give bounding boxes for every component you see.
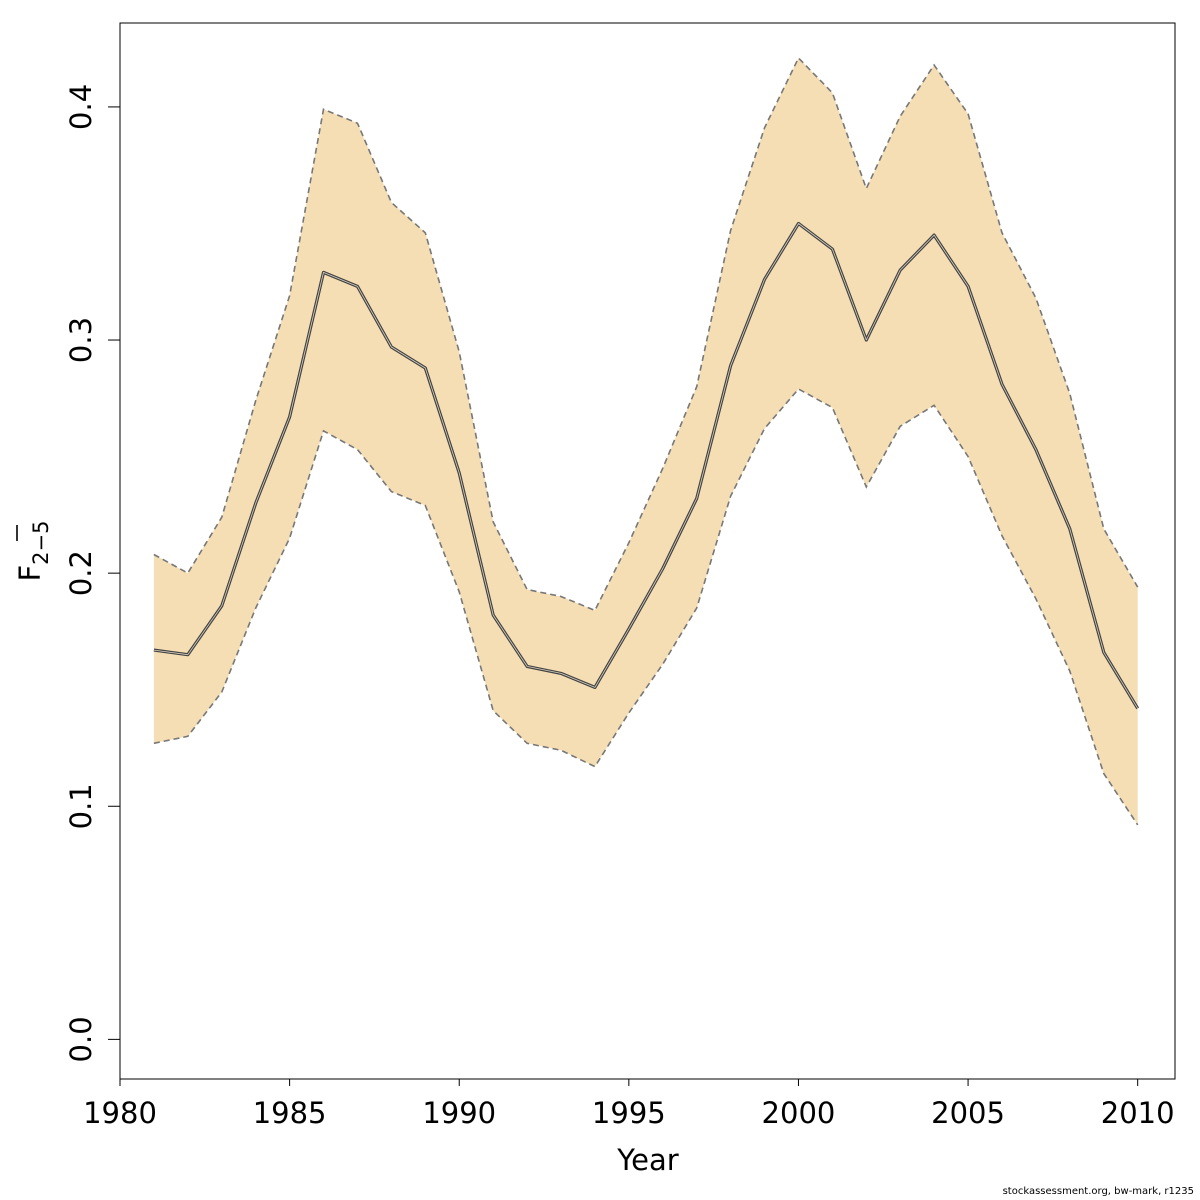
x-tick-label: 1985: [253, 1096, 327, 1130]
y-axis-title: F2−5: [13, 520, 53, 581]
y-tick-label: 0.1: [64, 783, 98, 829]
estimate-line-inner: [153, 223, 1139, 709]
x-tick-label: 2000: [762, 1096, 836, 1130]
lower-bound-line: [153, 387, 1139, 826]
x-axis: 1980 1985 1990 1995 2000 2005 2010: [83, 1078, 1175, 1130]
y-tick-label: 0.4: [64, 84, 98, 130]
y-axis-title-subscript: 2−5: [29, 520, 53, 564]
y-axis: 0.0 0.1 0.2 0.3 0.4: [64, 84, 121, 1062]
credit-text: stockassessment.org, bw-mark, r1235: [1002, 1186, 1194, 1197]
x-axis-title: Year: [616, 1143, 678, 1177]
x-tick-label: 1980: [83, 1096, 157, 1130]
y-tick-label: 0.0: [64, 1016, 98, 1062]
y-axis-title-main: F: [13, 565, 47, 582]
confidence-band: [153, 58, 1138, 825]
x-tick-label: 2005: [931, 1096, 1005, 1130]
plot-layer: [153, 56, 1140, 826]
x-tick-label: 1990: [422, 1096, 496, 1130]
y-tick-label: 0.3: [64, 317, 98, 363]
x-tick-label: 2010: [1101, 1096, 1175, 1130]
x-tick-label: 1995: [592, 1096, 666, 1130]
y-tick-label: 0.2: [64, 550, 98, 596]
upper-bound-line: [153, 56, 1139, 612]
svg-text:F2−5: F2−5: [13, 520, 53, 581]
